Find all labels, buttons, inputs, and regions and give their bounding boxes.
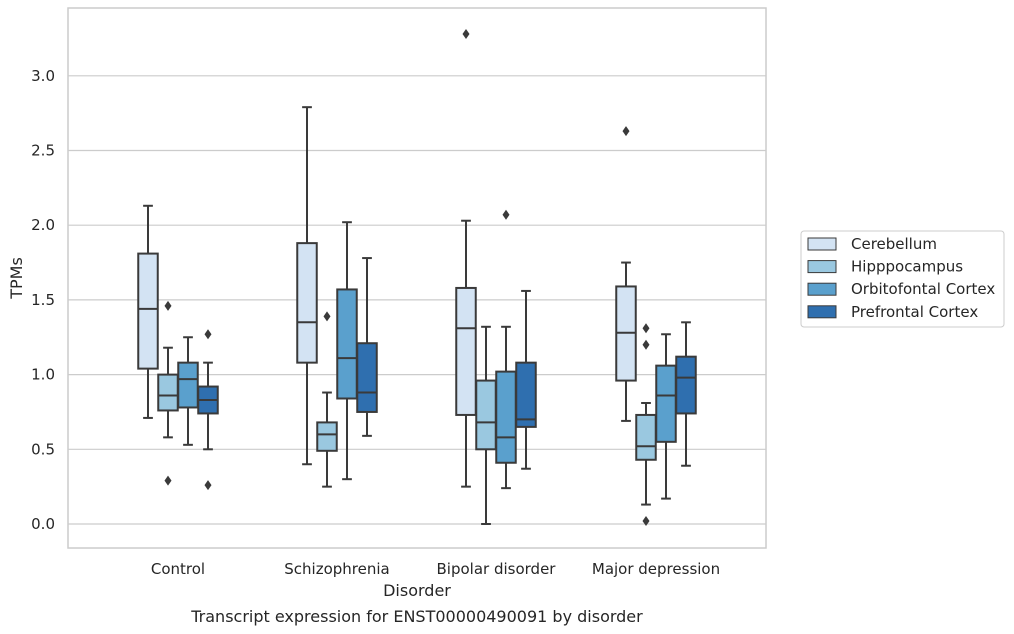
- box-body: [655, 364, 677, 443]
- outlier-point: [204, 480, 212, 491]
- box-body: [316, 421, 338, 452]
- box-3-0: [615, 126, 637, 422]
- box-body: [356, 342, 378, 413]
- box-1-0: [296, 106, 318, 466]
- x-tick-label: Bipolar disorder: [437, 560, 557, 578]
- x-tick-label: Major depression: [592, 560, 720, 578]
- box-body: [515, 361, 537, 428]
- box-0-2: [177, 336, 199, 446]
- y-tick-labels: 0.0 0.5 1.0 1.5 2.0 2.5 3.0: [31, 67, 55, 533]
- outlier-point: [642, 516, 650, 527]
- box-2-1: [475, 325, 497, 525]
- box-2-3: [515, 289, 537, 470]
- outlier-point: [642, 323, 650, 334]
- box-body: [675, 355, 697, 415]
- box-3-3: [675, 321, 697, 467]
- y-tick-label: 2.5: [31, 142, 55, 160]
- box-body: [296, 242, 318, 364]
- legend-swatch: [807, 260, 837, 274]
- box-body: [635, 413, 657, 461]
- box-body: [455, 286, 477, 416]
- legend-label: Prefrontal Cortex: [851, 303, 978, 321]
- box-2-0: [455, 28, 477, 488]
- outlier-point: [502, 209, 510, 220]
- box-body: [157, 373, 179, 412]
- box-body: [177, 361, 199, 409]
- outlier-point: [622, 126, 630, 137]
- y-tick-label: 3.0: [31, 67, 55, 85]
- y-tick-label: 2.0: [31, 216, 55, 234]
- box-2-2: [495, 209, 517, 490]
- legend-label: Orbitofontal Cortex: [851, 280, 995, 298]
- outlier-point: [462, 28, 470, 39]
- box-body: [336, 288, 358, 400]
- box-0-3: [197, 329, 219, 491]
- y-tick-label: 1.5: [31, 291, 55, 309]
- legend: Cerebellum Hipppocampus Orbitofontal Corte…: [800, 230, 1005, 328]
- legend-label: Hipppocampus: [851, 258, 963, 276]
- y-tick-label: 1.0: [31, 366, 55, 384]
- x-tick-label: Control: [151, 560, 205, 578]
- y-tick-label: 0.5: [31, 440, 55, 458]
- y-tick-label: 0.0: [31, 515, 55, 533]
- legend-label: Cerebellum: [851, 235, 937, 253]
- box-body: [137, 252, 159, 370]
- x-axis-title: Disorder: [383, 581, 451, 600]
- outlier-point: [164, 475, 172, 486]
- x-tick-labels: Control Schizophrenia Bipolar disorder Majo…: [151, 560, 720, 578]
- chart-caption: Transcript expression for ENST0000049009…: [190, 607, 643, 626]
- box-body: [475, 379, 497, 451]
- box-3-1: [635, 323, 657, 527]
- y-axis-title: TPMs: [7, 257, 26, 300]
- legend-frame: [800, 230, 1005, 328]
- boxes: [137, 28, 697, 527]
- legend-swatch: [807, 305, 837, 319]
- x-tick-label: Schizophrenia: [284, 560, 389, 578]
- box-0-0: [137, 204, 159, 419]
- legend-swatch: [807, 282, 837, 296]
- box-3-2: [655, 333, 677, 500]
- plot-area-frame: [67, 7, 767, 549]
- outlier-point: [164, 300, 172, 311]
- legend-swatch: [807, 237, 837, 251]
- box-0-1: [157, 300, 179, 486]
- outlier-point: [323, 311, 331, 322]
- box-1-1: [316, 311, 338, 488]
- box-1-2: [336, 221, 358, 481]
- box-1-3: [356, 257, 378, 437]
- gridlines: [68, 75, 766, 525]
- outlier-point: [204, 329, 212, 340]
- outlier-point: [642, 339, 650, 350]
- box-body: [495, 370, 517, 464]
